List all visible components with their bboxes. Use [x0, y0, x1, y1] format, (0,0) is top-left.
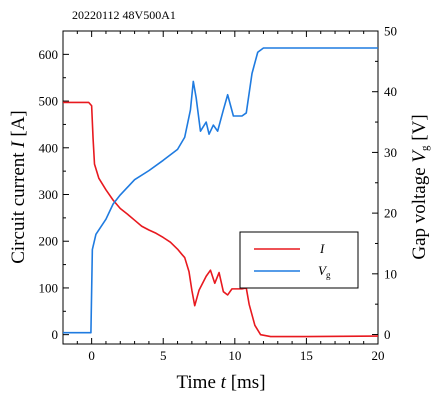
- y-right-tick-label: 30: [384, 145, 397, 160]
- y-right-tick-label: 20: [384, 206, 397, 221]
- y-right-tick-label: 40: [384, 84, 397, 99]
- x-tick-label: 5: [160, 348, 167, 363]
- series-layer: [63, 47, 379, 338]
- series-voltage-line: [63, 47, 378, 334]
- y-left-tick-label: 100: [39, 280, 59, 295]
- y-axis-right-label: Gap voltage Vg [V]: [409, 114, 431, 259]
- x-axis-label: Time t [ms]: [176, 372, 265, 393]
- y-left-tick-label: 300: [39, 187, 59, 202]
- x-tick-label: 15: [300, 348, 313, 363]
- x-tick-label: 10: [228, 348, 241, 363]
- y-right-tick-label: 50: [384, 24, 397, 39]
- y-left-tick-label: 400: [39, 140, 59, 155]
- y-left-tick-label: 600: [39, 47, 59, 62]
- x-tick-label: 0: [88, 348, 95, 363]
- y-left-tick-label: 0: [52, 327, 59, 342]
- x-tick-label: 20: [372, 348, 385, 363]
- y-right-tick-label: 10: [384, 266, 397, 281]
- chart-title: 20220112 48V500A1: [72, 8, 176, 22]
- legend-box: [239, 231, 359, 289]
- y-left-tick-label: 200: [39, 234, 59, 249]
- y-left-tick-label: 500: [39, 94, 59, 109]
- legend-label-i: I: [319, 241, 325, 256]
- legend: I Vg: [239, 231, 359, 289]
- y-right-tick-label: 0: [384, 327, 391, 342]
- plot-frame: [62, 30, 379, 345]
- legend-label-vg: Vg: [318, 263, 331, 280]
- series-current-line: [63, 101, 379, 338]
- y-axis-left-label: Circuit current I [A]: [8, 110, 29, 264]
